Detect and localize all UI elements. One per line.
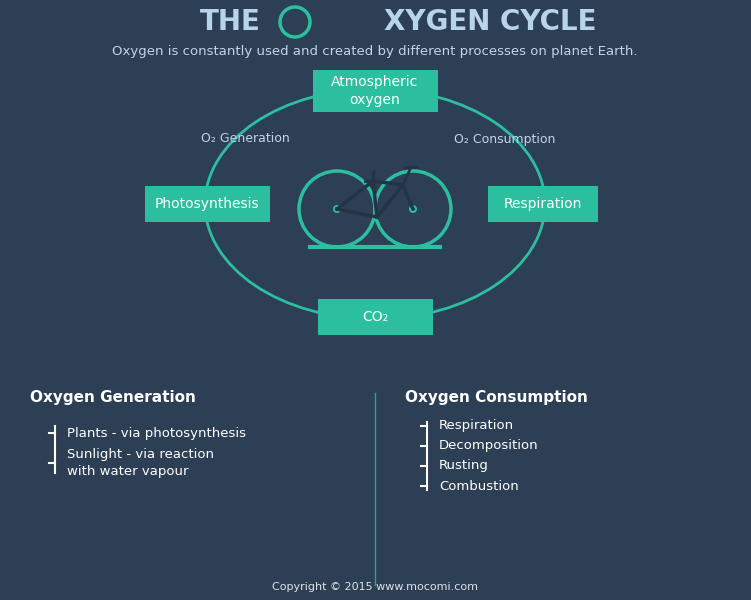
- Text: Copyright © 2015 www.mocomi.com: Copyright © 2015 www.mocomi.com: [272, 582, 478, 592]
- Text: Oxygen is constantly used and created by different processes on planet Earth.: Oxygen is constantly used and created by…: [112, 46, 638, 58]
- FancyBboxPatch shape: [312, 70, 438, 112]
- Text: Plants - via photosynthesis: Plants - via photosynthesis: [67, 427, 246, 439]
- Text: Atmospheric
oxygen: Atmospheric oxygen: [331, 75, 418, 107]
- Text: XYGEN CYCLE: XYGEN CYCLE: [384, 8, 596, 36]
- Text: O₂ Generation: O₂ Generation: [201, 133, 289, 145]
- Text: Rusting: Rusting: [439, 460, 489, 473]
- Text: THE: THE: [200, 8, 261, 36]
- Text: Photosynthesis: Photosynthesis: [155, 197, 259, 211]
- Text: Sunlight - via reaction
with water vapour: Sunlight - via reaction with water vapou…: [67, 448, 214, 478]
- Text: Respiration: Respiration: [504, 197, 582, 211]
- Text: Decomposition: Decomposition: [439, 439, 538, 452]
- Text: Oxygen Generation: Oxygen Generation: [30, 390, 196, 405]
- Text: CO₂: CO₂: [362, 310, 388, 324]
- FancyBboxPatch shape: [144, 186, 270, 222]
- Text: Combustion: Combustion: [439, 479, 519, 493]
- Text: O₂ Consumption: O₂ Consumption: [454, 133, 556, 145]
- Circle shape: [333, 205, 341, 213]
- Text: Oxygen Consumption: Oxygen Consumption: [405, 390, 588, 405]
- FancyBboxPatch shape: [318, 299, 433, 335]
- Circle shape: [409, 205, 417, 213]
- Text: Respiration: Respiration: [439, 419, 514, 433]
- FancyBboxPatch shape: [488, 186, 598, 222]
